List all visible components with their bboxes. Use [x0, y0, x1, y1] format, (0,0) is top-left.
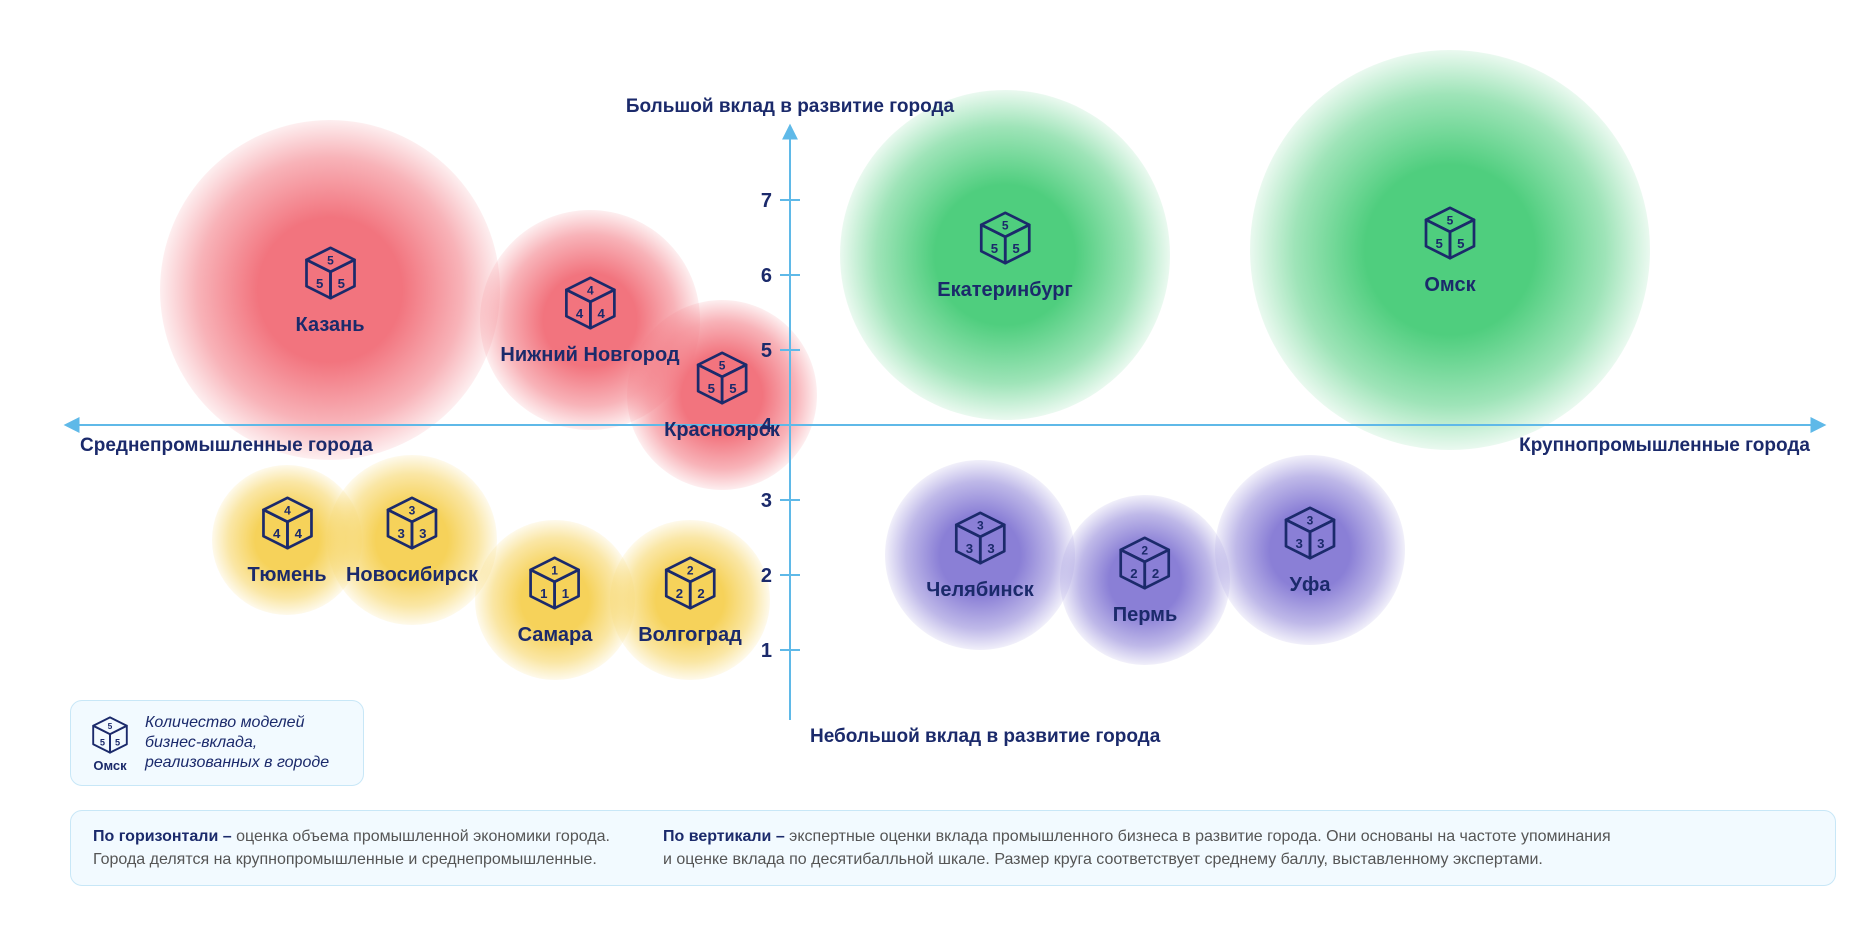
- legend-cube: 5 5 5 Омск: [89, 714, 131, 773]
- legend-box: 5 5 5 Омск Количество моделей бизнес-вкл…: [70, 700, 364, 786]
- y-top-label: Большой вклад в развитие города: [626, 96, 955, 117]
- svg-text:1: 1: [761, 640, 772, 662]
- svg-text:6: 6: [761, 265, 772, 287]
- svg-text:2: 2: [761, 565, 772, 587]
- footer-col-horizontal: По горизонтали – оценка объема промышлен…: [93, 825, 613, 871]
- legend-cube-label: Омск: [93, 758, 126, 773]
- x-right-label: Крупнопромышленные города: [1519, 435, 1810, 456]
- svg-text:5: 5: [115, 737, 120, 747]
- y-bottom-label: Небольшой вклад в развитие города: [810, 726, 1161, 747]
- legend-text: Количество моделей бизнес-вклада, реализ…: [145, 713, 345, 773]
- axes: 1 2 3 4 5 6 7 Среднепромышленные города Крупнопр…: [0, 0, 1865, 933]
- svg-text:5: 5: [100, 737, 105, 747]
- x-left-label: Среднепромышленные города: [80, 435, 373, 456]
- svg-text:4: 4: [761, 415, 773, 437]
- svg-text:5: 5: [108, 721, 113, 731]
- footer-col-vertical: По вертикали – экспертные оценки вклада …: [663, 825, 1813, 871]
- quadrant-chart: 1 2 3 4 5 6 7 Среднепромышленные города Крупнопр…: [0, 0, 1865, 933]
- svg-text:5: 5: [761, 340, 772, 362]
- svg-text:7: 7: [761, 190, 772, 212]
- svg-text:3: 3: [761, 490, 772, 512]
- footer-box: По горизонтали – оценка объема промышлен…: [70, 810, 1836, 886]
